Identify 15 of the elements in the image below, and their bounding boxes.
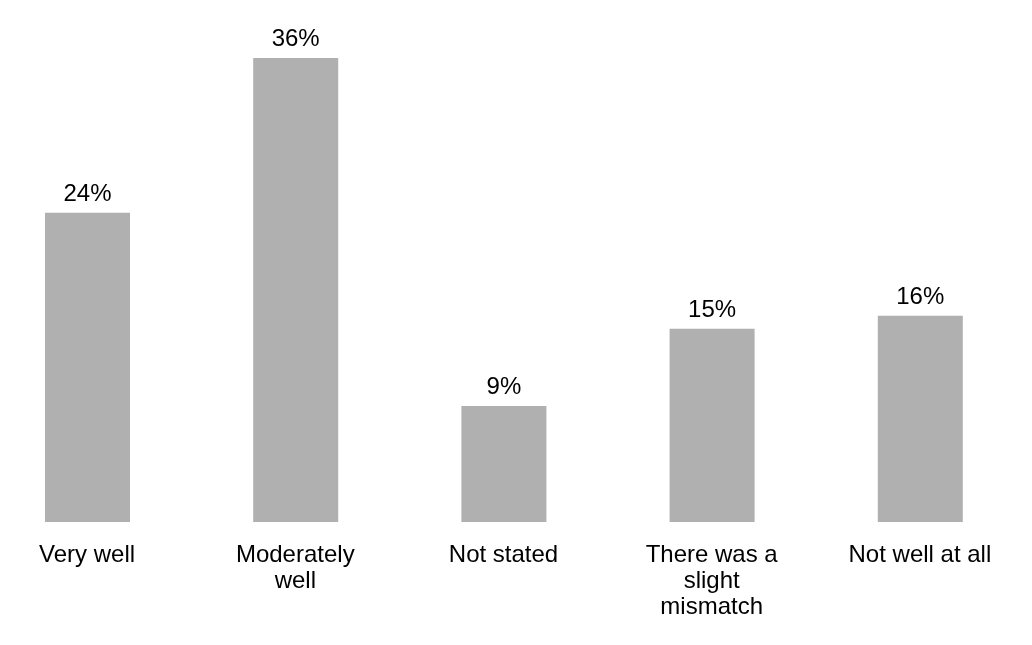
bar bbox=[45, 212, 130, 522]
x-tick-label: Very well bbox=[39, 539, 136, 567]
x-tick-label: There was a slight mismatch bbox=[645, 539, 779, 620]
x-tick-label: Not stated bbox=[448, 539, 559, 567]
x-tick-label: Moderately well bbox=[235, 539, 355, 593]
bar bbox=[669, 328, 755, 522]
bar bbox=[461, 406, 547, 522]
data-label: 15% bbox=[688, 294, 737, 322]
bar bbox=[877, 315, 963, 522]
data-label: 9% bbox=[486, 372, 522, 399]
data-label: 24% bbox=[63, 178, 112, 206]
bar bbox=[253, 58, 339, 522]
data-label: 16% bbox=[896, 281, 945, 309]
x-tick-label: Not well at all bbox=[848, 539, 992, 567]
data-label: 36% bbox=[271, 24, 320, 51]
